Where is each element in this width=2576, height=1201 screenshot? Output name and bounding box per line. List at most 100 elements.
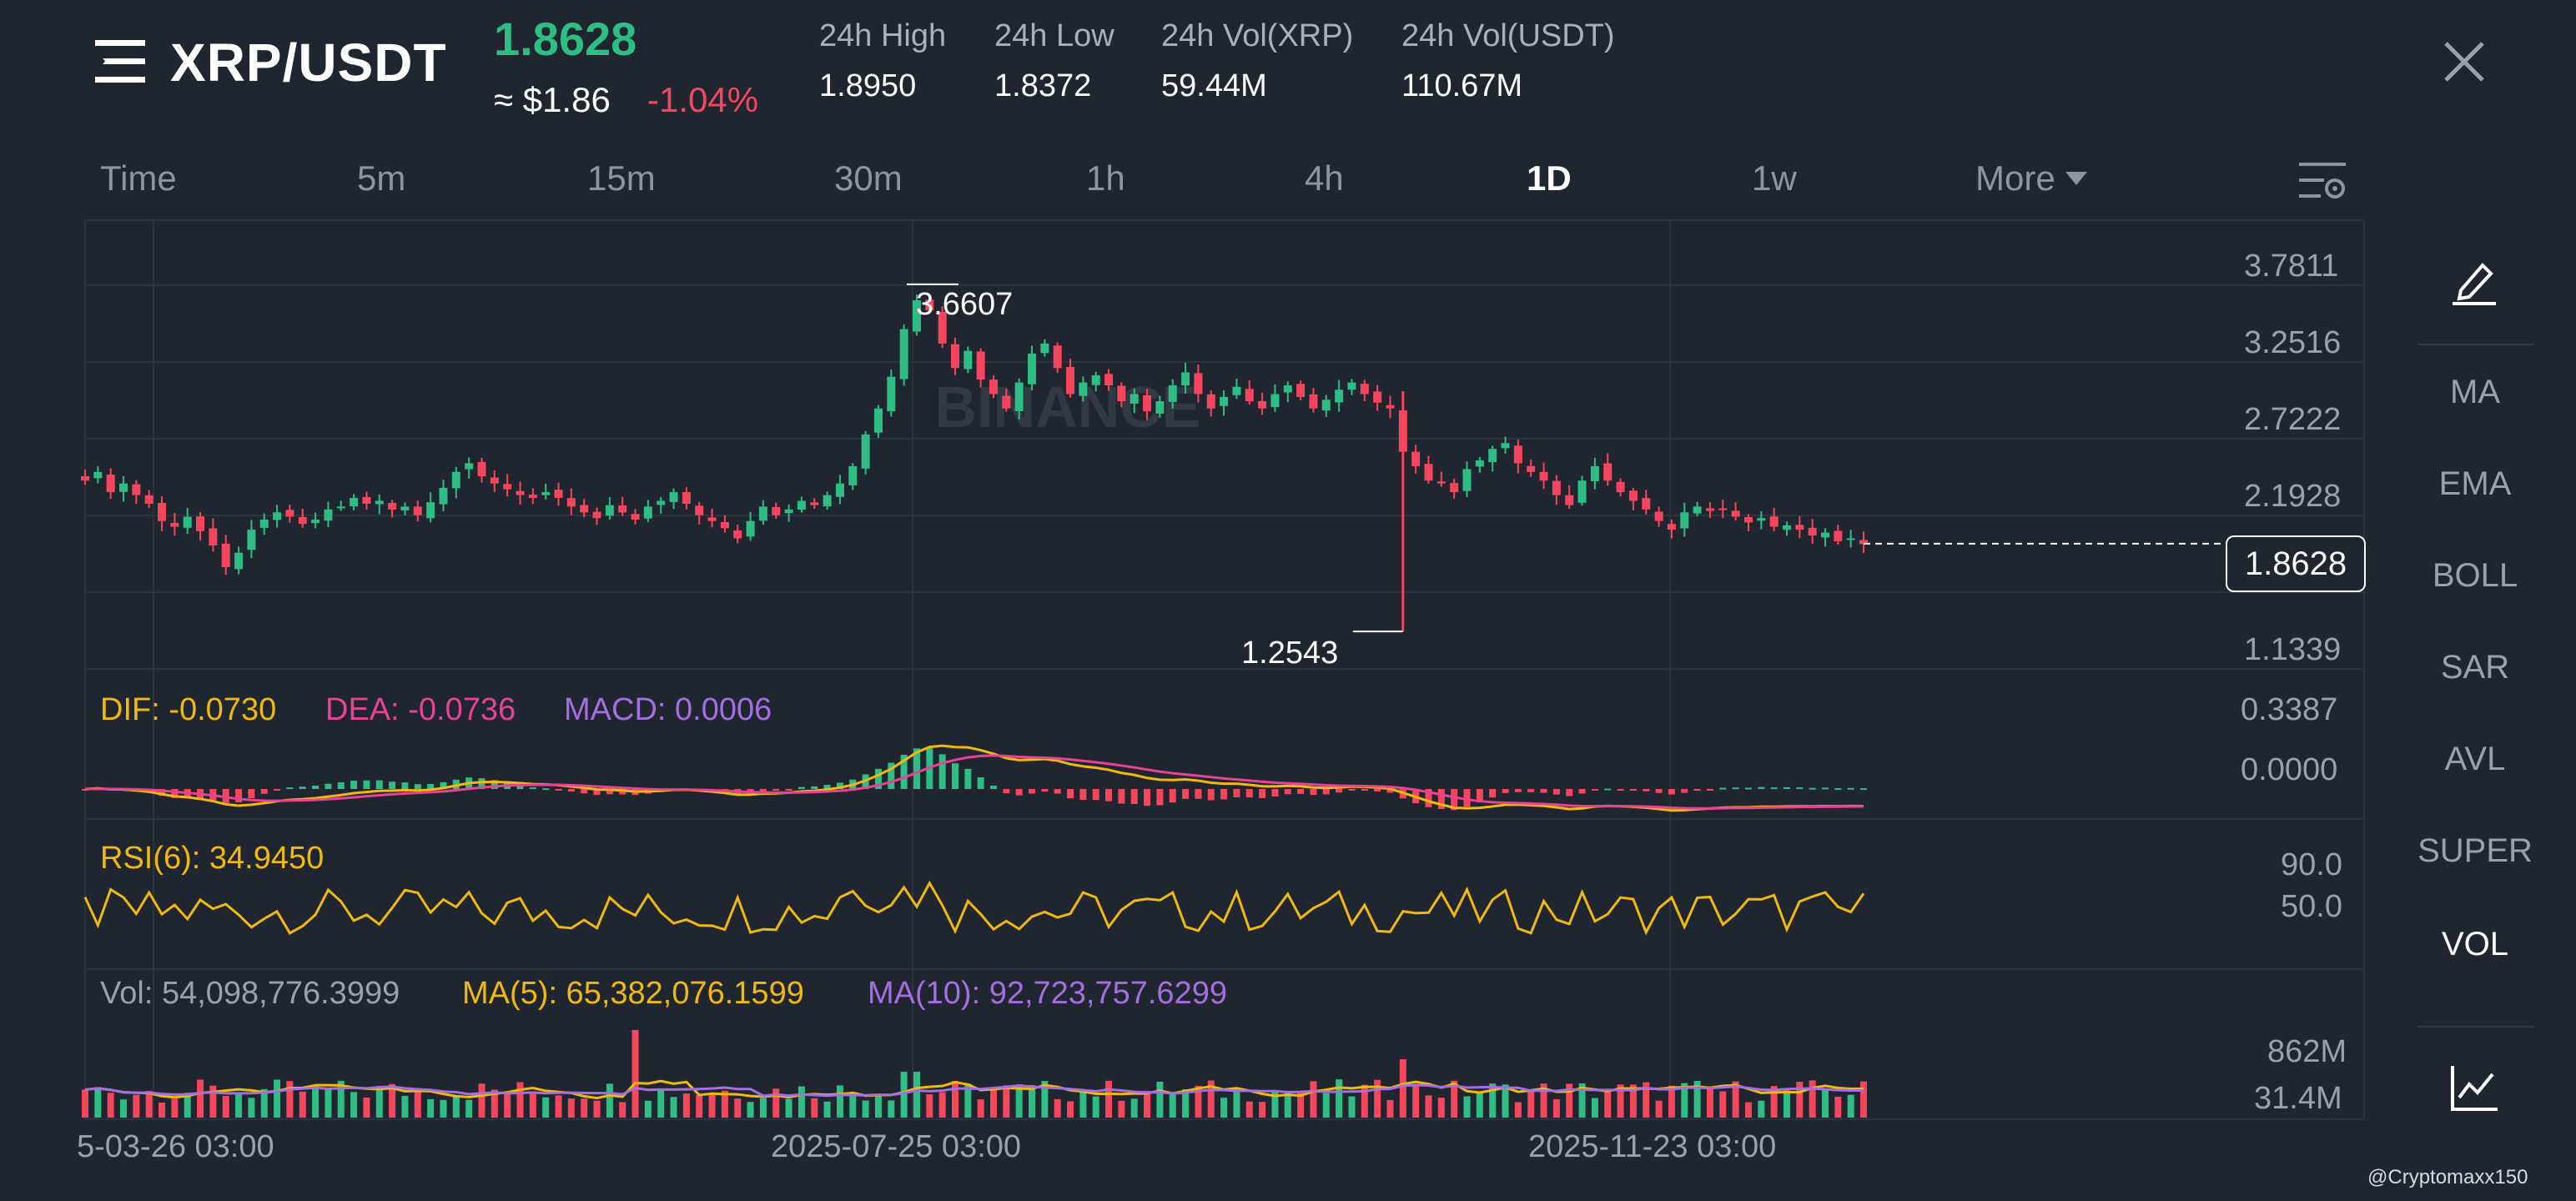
tab-1w[interactable]: 1w <box>1752 158 1797 198</box>
chart-settings-icon[interactable] <box>2299 160 2346 202</box>
indicator-super[interactable]: SUPER <box>2418 832 2533 869</box>
volume-bar <box>504 1093 511 1118</box>
tab-15m[interactable]: 15m <box>587 158 656 198</box>
tab-more[interactable]: More <box>1975 158 2087 198</box>
volume-bar <box>836 1085 843 1118</box>
chart-grid <box>84 219 2365 1120</box>
macd-bar <box>350 780 358 789</box>
macd-bar <box>389 781 396 789</box>
macd-bar <box>1386 789 1394 793</box>
tab-1h[interactable]: 1h <box>1086 158 1125 198</box>
candle-body <box>81 476 89 481</box>
volume-bar <box>1245 1101 1253 1118</box>
macd-bar <box>1681 789 1688 793</box>
high-label: 3.6607 <box>916 287 1014 322</box>
volume-bar <box>1744 1102 1752 1118</box>
candle-body <box>1168 385 1177 402</box>
indicator-boll[interactable]: BOLL <box>2432 557 2518 594</box>
macd-bar <box>1719 787 1727 790</box>
tab-5m[interactable]: 5m <box>357 158 406 198</box>
volume-bar <box>1310 1081 1317 1118</box>
tab-4h[interactable]: 4h <box>1305 158 1344 198</box>
panel-divider <box>2418 344 2534 345</box>
volume-bar <box>1591 1098 1598 1118</box>
volume-bar <box>312 1084 319 1118</box>
indicator-chart-icon[interactable] <box>2449 1063 2499 1113</box>
volume-bar <box>734 1098 742 1118</box>
volume-bar <box>631 1030 639 1118</box>
volume-bar <box>1437 1098 1445 1118</box>
macd-bar <box>964 768 972 789</box>
macd-bar <box>1233 789 1240 797</box>
tab-30m[interactable]: 30m <box>834 158 903 198</box>
candle-body <box>1654 511 1663 521</box>
candle-body <box>631 514 640 520</box>
candle-body <box>835 483 844 497</box>
candle-body <box>1091 374 1100 385</box>
macd-bar <box>1207 789 1215 801</box>
indicator-sar[interactable]: SAR <box>2440 649 2510 686</box>
candle-body <box>132 484 141 495</box>
macd-bar <box>938 754 946 789</box>
candle-body <box>1040 343 1049 354</box>
macd-bar <box>785 789 792 791</box>
macd-bar <box>286 787 294 790</box>
pair-title[interactable]: XRP/USDT <box>170 33 447 93</box>
rsi-line <box>83 880 1865 936</box>
volume-bar <box>299 1091 306 1118</box>
volume-bar <box>708 1093 716 1118</box>
indicator-vol[interactable]: VOL <box>2441 926 2509 962</box>
candle-body <box>758 506 767 521</box>
macd-bar <box>1297 789 1305 794</box>
macd-bar <box>1245 789 1253 798</box>
candle-body <box>1296 384 1306 397</box>
macd-bar <box>1169 789 1176 803</box>
macd-tick: 0.0000 <box>2241 752 2338 787</box>
candle-body <box>1220 396 1229 406</box>
candle-body <box>1731 510 1740 517</box>
candle-body <box>1667 524 1676 530</box>
candle-body <box>259 519 269 528</box>
macd-bar <box>363 780 370 789</box>
candle-body <box>298 516 307 525</box>
macd-bar <box>1003 789 1010 794</box>
volume-bar <box>1489 1083 1497 1118</box>
candle-body <box>950 344 959 369</box>
volume-bar <box>862 1100 869 1118</box>
draw-tool-icon[interactable] <box>2449 255 2499 305</box>
close-icon[interactable] <box>2439 37 2489 87</box>
candle-body <box>183 516 192 528</box>
rsi-plot <box>83 880 1865 936</box>
tab-1d[interactable]: 1D <box>1527 158 1572 198</box>
volume-bar <box>657 1088 665 1118</box>
volume-bar <box>542 1097 550 1118</box>
volume-bar <box>1015 1084 1023 1118</box>
volume-bar <box>133 1094 140 1118</box>
price-change: -1.04% <box>647 80 759 119</box>
tab-more-label: More <box>1975 158 2055 198</box>
menu-icon[interactable] <box>95 37 145 87</box>
candle-body <box>976 351 985 380</box>
indicator-ma[interactable]: MA <box>2450 374 2500 410</box>
indicator-ema[interactable]: EMA <box>2438 465 2512 502</box>
volume-bar <box>900 1072 908 1118</box>
vol-tick: 862M <box>2267 1034 2347 1069</box>
volume-bar <box>222 1096 229 1118</box>
volume-bar <box>1463 1096 1471 1118</box>
candle-body <box>1053 345 1062 369</box>
macd-bar <box>427 783 435 789</box>
volume-bar <box>1681 1083 1688 1118</box>
tab-time[interactable]: Time <box>100 158 177 198</box>
macd-bar <box>82 789 88 791</box>
volume-bar <box>427 1099 435 1118</box>
x-tick: 2025-07-25 03:00 <box>771 1129 1022 1164</box>
volume-bar <box>1860 1081 1867 1118</box>
macd-bar <box>772 789 780 791</box>
volume-bar <box>759 1098 767 1118</box>
candle-body <box>541 492 551 495</box>
candle-body <box>400 506 410 511</box>
volume-bar <box>1476 1092 1483 1118</box>
macd-bar <box>1629 789 1637 791</box>
indicator-avl[interactable]: AVL <box>2444 741 2506 777</box>
